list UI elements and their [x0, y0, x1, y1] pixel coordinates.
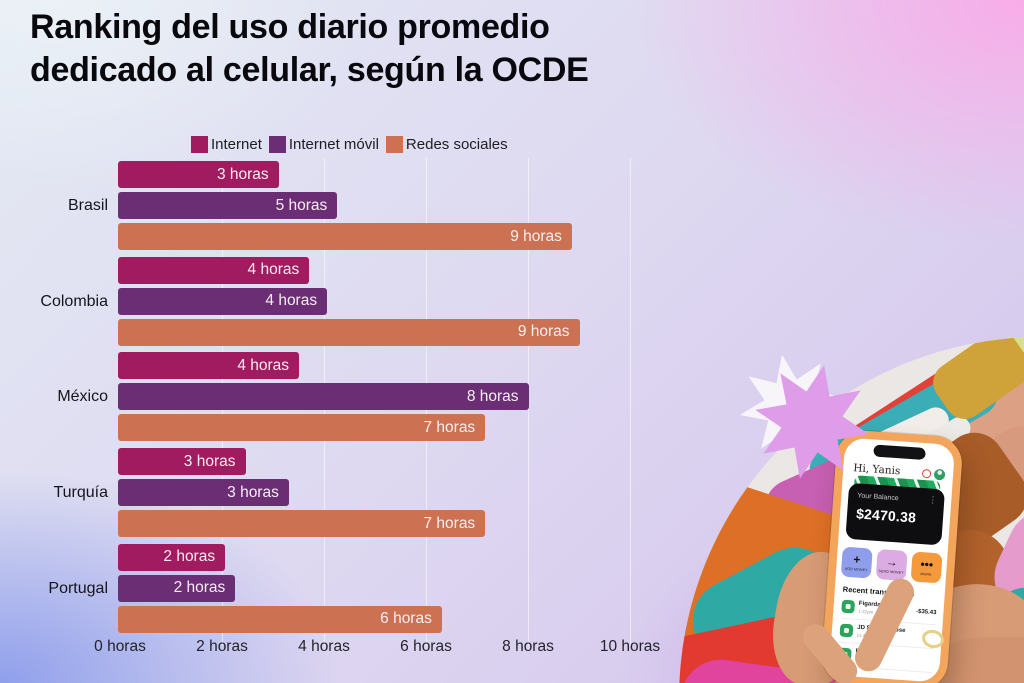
legend-label: Internet móvil — [288, 136, 379, 153]
bell-icon — [921, 468, 932, 479]
bar-value-label: 7 horas — [423, 418, 476, 436]
bar-value-label: 8 horas — [466, 387, 519, 405]
phone-action-label: More — [920, 572, 932, 577]
bar-internet: 3 horas — [118, 161, 279, 188]
bar-internet-móvil: 2 horas — [118, 574, 236, 602]
bar-value-label: 9 horas — [517, 323, 570, 341]
transaction-icon — [839, 623, 854, 638]
x-axis-tick: 6 horas — [400, 638, 452, 655]
bar-value-label: 2 horas — [163, 548, 216, 566]
legend-swatch — [268, 136, 286, 153]
x-axis-tick: 8 horas — [502, 638, 554, 655]
transaction-amount: -$35.43 — [915, 608, 937, 616]
star-violet — [755, 365, 869, 479]
country-group: Colombia 4 horas 4 horas 9 horas — [0, 256, 690, 346]
country-label: Colombia — [40, 292, 108, 310]
bar-value-label: 4 horas — [265, 292, 318, 310]
starburst-decoration — [739, 354, 869, 479]
phone-action-add-money: + Add money — [840, 546, 873, 579]
bar-value-label: 3 horas — [216, 165, 269, 183]
page-title: Ranking del uso diario promedio dedicado… — [30, 6, 589, 92]
country-label: México — [57, 388, 108, 406]
legend-item: Internet — [191, 136, 262, 153]
title-line-2: dedicado al celular, según la OCDE — [30, 51, 589, 89]
chart-legend: Internet Internet móvil Redes sociales — [191, 136, 515, 153]
phone-action-more: ••• More — [910, 551, 943, 584]
gridline — [630, 158, 631, 646]
x-axis-tick: 2 horas — [196, 638, 248, 655]
bar-redes-sociales: 9 horas — [118, 318, 580, 346]
bar-internet-móvil: 5 horas — [118, 192, 338, 219]
phone-action-icon: ••• — [919, 557, 934, 572]
x-axis-tick: 4 horas — [298, 638, 350, 655]
bar-redes-sociales: 9 horas — [118, 223, 572, 250]
bar-redes-sociales: 7 horas — [118, 414, 486, 442]
card-menu-icon: ⋮ — [927, 494, 938, 506]
bar-internet-móvil: 8 horas — [118, 383, 529, 411]
bar-internet: 4 horas — [118, 352, 300, 380]
phone-action-icon: → — [885, 554, 899, 570]
x-axis-tick: 10 horas — [599, 638, 661, 655]
title-line-1: Ranking del uso diario promedio — [30, 8, 550, 46]
country-group: México 4 horas 8 horas 7 horas — [0, 352, 690, 442]
country-label: Turquía — [53, 484, 108, 502]
bar-internet-móvil: 4 horas — [118, 287, 328, 315]
bar-internet-móvil: 3 horas — [118, 479, 289, 507]
phone-action-icon: + — [852, 552, 861, 567]
bar-value-label: 5 horas — [275, 196, 328, 214]
bar-value-label: 3 horas — [227, 483, 279, 501]
bar-internet: 4 horas — [118, 256, 310, 284]
transaction-icon — [841, 599, 856, 614]
country-group: Turquía 3 horas 3 horas 7 horas — [0, 448, 690, 538]
bar-value-label: 6 horas — [380, 610, 432, 628]
bar-redes-sociales: 6 horas — [118, 605, 442, 633]
country-label: Portugal — [48, 579, 108, 597]
x-axis-tick: 0 horas — [94, 638, 146, 655]
bar-internet: 2 horas — [118, 543, 226, 571]
country-label: Brasil — [67, 197, 108, 214]
bar-value-label: 4 horas — [237, 356, 290, 374]
legend-swatch — [385, 136, 403, 153]
legend-label: Redes sociales — [405, 136, 508, 153]
action-buttons: + Add money → Send money ••• More — [836, 546, 948, 584]
bar-value-label: 9 horas — [510, 227, 562, 245]
bar-redes-sociales: 7 horas — [118, 510, 486, 538]
bar-value-label: 2 horas — [173, 579, 226, 597]
phone-action-send-money: → Send money — [875, 548, 908, 581]
bar-chart: Brasil 3 horas 5 horas 9 horas Colombia 4 hor… — [0, 156, 690, 676]
country-group: Brasil 3 horas 5 horas 9 horas — [0, 161, 690, 250]
avatar — [933, 468, 946, 480]
legend-swatch — [191, 136, 208, 153]
legend-label: Internet — [211, 136, 262, 153]
bar-internet: 3 horas — [118, 448, 246, 476]
legend-item: Internet móvil — [268, 136, 379, 153]
phone-action-label: Send money — [878, 569, 905, 575]
phone-action-label: Add money — [844, 566, 868, 573]
bar-value-label: 7 horas — [423, 514, 476, 532]
bar-value-label: 3 horas — [183, 452, 236, 470]
country-group: Portugal 2 horas 2 horas 6 horas — [0, 543, 690, 633]
legend-item: Redes sociales — [385, 136, 508, 153]
bar-value-label: 4 horas — [247, 261, 300, 279]
